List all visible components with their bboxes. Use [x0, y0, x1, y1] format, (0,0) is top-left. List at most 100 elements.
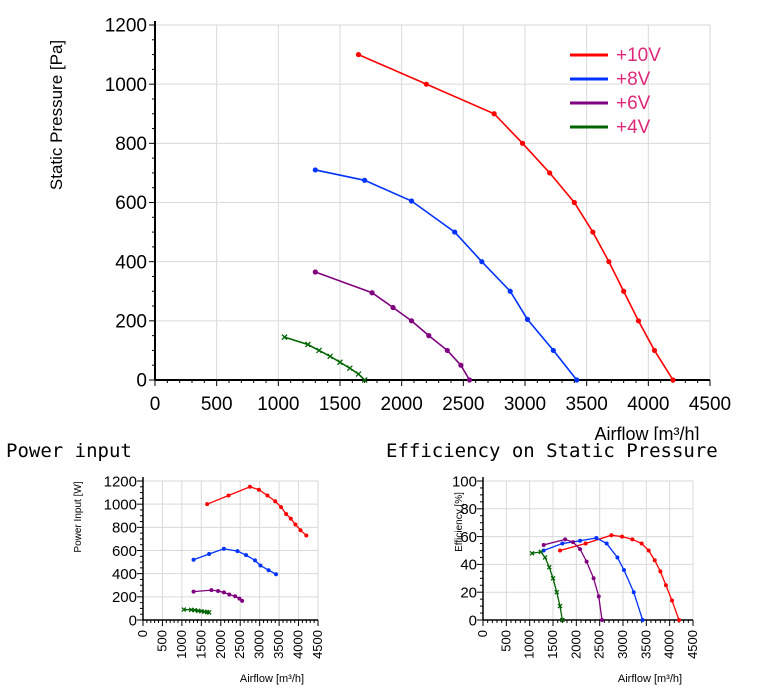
- efficiency-heading: Efficiency on Static Pressure: [386, 440, 718, 462]
- legend-label: +6V: [616, 93, 651, 114]
- pressure-x-tick-label: 4000: [627, 394, 669, 415]
- pressure-point: [519, 140, 526, 146]
- efficiency-point: [663, 583, 668, 588]
- power-x-tick-label: 4000: [291, 630, 306, 659]
- efficiency-point: [646, 548, 651, 553]
- pressure-point: [312, 269, 318, 275]
- efficiency-point: [563, 537, 568, 542]
- power-y-axis-label: Power Input [W]: [73, 481, 84, 552]
- efficiency-point: [542, 554, 548, 560]
- efficiency-y-tick-label: 0: [469, 612, 477, 629]
- power-y-tick-label: 400: [112, 566, 137, 583]
- efficiency-y-tick-label: 60: [460, 529, 477, 546]
- power-x-tick-label: 3000: [252, 630, 267, 659]
- efficiency-series-line: [543, 538, 603, 621]
- efficiency-point: [571, 540, 576, 545]
- efficiency-series-4: [529, 549, 565, 623]
- power-point: [192, 607, 198, 613]
- power-point: [237, 596, 242, 601]
- efficiency-point: [578, 538, 583, 543]
- power-point: [273, 499, 278, 504]
- pressure-y-tick-label: 0: [136, 371, 147, 392]
- power-y-tick-label: 1000: [104, 496, 137, 513]
- power-point: [216, 589, 221, 594]
- pressure-x-tick-label: 2000: [381, 394, 423, 415]
- pressure-ticks: [149, 24, 711, 386]
- power-point: [244, 553, 249, 558]
- efficiency-point: [550, 575, 556, 581]
- power-point: [235, 549, 240, 554]
- power-point: [204, 609, 210, 615]
- pressure-point: [590, 229, 596, 235]
- pressure-point: [621, 288, 627, 294]
- efficiency-point: [620, 534, 625, 539]
- power-point: [207, 551, 212, 556]
- efficiency-series-1: [558, 533, 681, 622]
- efficiency-point: [658, 569, 663, 574]
- efficiency-ticks: [477, 480, 694, 626]
- efficiency-point: [578, 547, 583, 552]
- pressure-series-line: [315, 271, 471, 381]
- pressure-point: [426, 333, 432, 339]
- power-y-tick-label: 200: [112, 589, 137, 606]
- power-point: [284, 512, 289, 517]
- power-x-tick-label: 0: [135, 630, 150, 637]
- power-y-tick-label: 0: [129, 612, 137, 629]
- legend-label: +10V: [616, 45, 661, 66]
- efficiency-x-tick-label: 1500: [545, 630, 560, 659]
- pressure-point: [670, 377, 676, 383]
- power-ticks: [137, 480, 319, 626]
- pressure-y-tick-label: 400: [115, 252, 147, 273]
- pressure-point: [423, 81, 429, 87]
- efficiency-point: [639, 541, 644, 546]
- pressure-point: [408, 318, 415, 324]
- efficiency-series-line: [559, 534, 680, 621]
- power-point: [221, 546, 226, 551]
- power-x-tick-label: 1000: [174, 630, 189, 659]
- efficiency-point: [600, 618, 604, 622]
- pressure-grid: [155, 24, 711, 380]
- efficiency-point: [583, 541, 588, 546]
- power-x-tick-label: 3500: [271, 630, 286, 659]
- pressure-point: [316, 347, 322, 354]
- efficiency-series-2: [541, 535, 645, 622]
- legend-label: +8V: [616, 69, 651, 90]
- power-point: [266, 568, 271, 573]
- efficiency-point: [559, 617, 565, 623]
- pressure-series-2: [312, 167, 580, 383]
- static-pressure-chart: 0 200 400 600 800 1000 1200 0 500 1000 1500 2000 250…: [47, 16, 731, 440]
- power-series-line: [193, 589, 243, 602]
- pressure-point: [571, 199, 577, 206]
- power-series-1: [205, 484, 309, 538]
- pressure-point: [304, 341, 311, 348]
- pressure-point: [346, 365, 353, 372]
- power-series-3: [191, 588, 245, 603]
- pressure-x-tick-label: 0: [150, 394, 161, 415]
- efficiency-point: [596, 594, 601, 599]
- pressure-y-axis-label: Static Pressure [Pa]: [47, 40, 66, 190]
- power-point: [206, 610, 212, 615]
- power-point: [181, 607, 187, 613]
- power-point: [191, 589, 196, 594]
- efficiency-x-tick-label: 4500: [685, 630, 700, 659]
- pressure-series-3: [312, 269, 473, 383]
- pressure-point: [491, 111, 497, 117]
- power-x-tick-label: 2000: [213, 630, 228, 659]
- efficiency-series-line: [531, 551, 563, 621]
- pressure-point: [466, 377, 473, 383]
- pressure-point: [327, 353, 334, 360]
- pressure-series-line: [358, 53, 674, 381]
- pressure-x-tick-label: 3500: [566, 394, 608, 415]
- efficiency-point: [609, 533, 614, 538]
- efficiency-x-tick-label: 3000: [615, 630, 630, 659]
- pressure-series-4: [281, 334, 368, 383]
- pressure-point: [651, 347, 658, 354]
- efficiency-point: [554, 589, 560, 595]
- power-point: [191, 557, 196, 562]
- power-y-tick-label: 800: [112, 520, 137, 537]
- power-point: [247, 484, 252, 489]
- efficiency-series-line: [543, 537, 644, 621]
- pressure-point: [550, 347, 556, 354]
- efficiency-point: [560, 541, 565, 546]
- power-point: [201, 609, 207, 615]
